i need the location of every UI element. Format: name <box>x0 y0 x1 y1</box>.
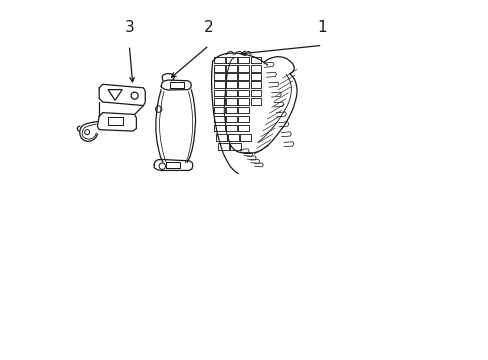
Text: 3: 3 <box>124 21 134 35</box>
Text: 2: 2 <box>204 21 213 35</box>
Text: 1: 1 <box>317 21 326 35</box>
